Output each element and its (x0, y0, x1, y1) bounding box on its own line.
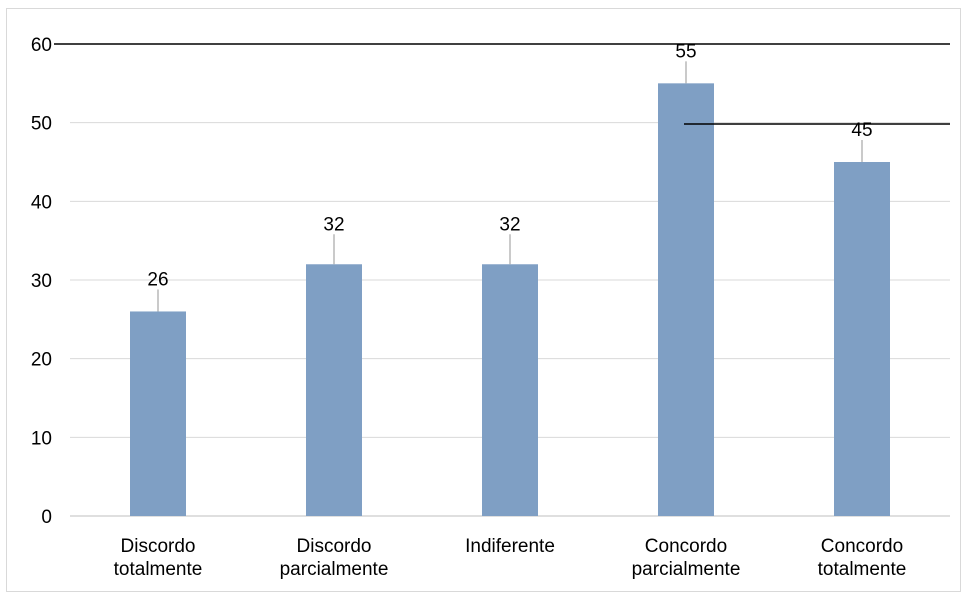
y-tick-label: 20 (31, 350, 52, 371)
y-tick-label: 60 (31, 35, 52, 56)
x-category-label-line: Discordo (121, 536, 196, 557)
x-category-label: Concordo totalmente (818, 536, 907, 580)
y-tick-label: 30 (31, 271, 52, 292)
bar (658, 83, 714, 516)
y-tick-label: 10 (31, 428, 52, 449)
x-category-label-line: parcialmente (280, 559, 389, 580)
x-category-label-line: parcialmente (632, 559, 741, 580)
data-label: 26 (147, 269, 168, 290)
y-tick-label: 40 (31, 192, 52, 213)
y-axis-tick-labels: 0 10 20 30 40 50 60 (31, 35, 52, 528)
x-category-label-line: Concordo (821, 536, 903, 557)
data-label: 32 (323, 214, 344, 235)
x-category-label-line: Indiferente (465, 536, 555, 557)
bar (306, 264, 362, 516)
data-label: 55 (675, 41, 696, 62)
data-label: 45 (851, 120, 872, 141)
x-category-label: Discordo totalmente (114, 536, 203, 580)
x-category-label-line: totalmente (818, 559, 907, 580)
y-tick-label: 0 (41, 507, 52, 528)
x-category-label: Indiferente (465, 536, 555, 557)
bar (130, 311, 186, 516)
x-category-label: Discordo parcialmente (280, 536, 389, 580)
data-label: 32 (499, 214, 520, 235)
x-category-label: Concordo parcialmente (632, 536, 741, 580)
x-category-label-line: Discordo (297, 536, 372, 557)
y-tick-label: 50 (31, 114, 52, 135)
bar (482, 264, 538, 516)
x-category-label-line: totalmente (114, 559, 203, 580)
data-label-leader-lines (157, 61, 863, 312)
reference-lines (54, 43, 950, 125)
data-labels: 26 32 32 55 45 (147, 41, 872, 290)
bars (130, 83, 890, 516)
x-category-label-line: Concordo (645, 536, 727, 557)
bar (834, 162, 890, 516)
